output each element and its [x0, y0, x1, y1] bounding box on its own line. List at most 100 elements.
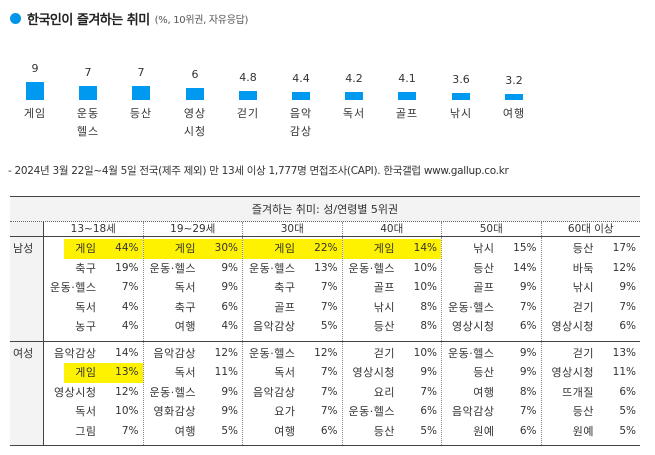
table-cell: 여행 4%	[144, 317, 243, 337]
bar-value: 9	[31, 62, 39, 75]
bar-label: 게임	[8, 105, 62, 123]
bar-label: 운동 헬스	[61, 105, 115, 141]
hobby-name: 등산	[473, 261, 495, 275]
hobby-name: 음악감상	[153, 346, 196, 360]
hobby-percent: 4%	[121, 300, 139, 313]
table-cell: 골프 10%	[343, 278, 442, 298]
hobby-percent: 9%	[519, 366, 537, 378]
hobby-table: 즐겨하는 취미: 성/연령별 5위권 13~18세 19~29세 30대 40대 50대…	[10, 196, 640, 446]
hobby-name: 등산	[572, 242, 594, 255]
row-group-label: 여성	[10, 341, 44, 445]
age-column: 운동·헬스 12% 독서 7% 음악감상 7% 요가 7% 여행 6%	[243, 341, 343, 445]
hobby-percent: 6%	[519, 320, 537, 332]
age-column: 게임 14% 운동·헬스 10% 골프 10% 낚시 8% 등산 8%	[342, 237, 442, 341]
table-cell: 음악감상 7%	[243, 383, 342, 403]
hobby-name: 음악감상	[253, 385, 296, 399]
table-cell: 운동·헬스 9%	[144, 383, 243, 403]
hobby-name: 그림	[75, 424, 97, 438]
table-cell: 운동·헬스 7%	[44, 278, 143, 298]
column-header: 30대	[243, 222, 343, 236]
hobby-percent: 14%	[413, 242, 437, 254]
age-column: 게임 22% 운동·헬스 13% 축구 7% 골프 7% 음악감상 5%	[243, 237, 343, 341]
table-cell: 영상시청 6%	[542, 317, 641, 337]
table-cell: 요리 7%	[343, 383, 442, 403]
hobby-percent: 9%	[519, 281, 537, 293]
hobby-name: 여행	[174, 320, 196, 333]
age-column: 음악감상 14% 게임 13% 영상시청 12% 독서 10% 그림 7%	[44, 341, 144, 445]
hobby-name: 게임	[174, 242, 196, 255]
hobby-percent: 15%	[513, 242, 537, 254]
hobby-percent: 9%	[519, 346, 537, 359]
hobby-name: 골프	[274, 300, 296, 314]
bar-item: 6 영상 시청	[168, 55, 222, 155]
hobby-name: 독서	[174, 281, 196, 294]
table-cell: 등산 17%	[542, 239, 641, 259]
hobby-name: 걷기	[572, 300, 594, 314]
hobby-percent: 10%	[413, 261, 437, 274]
hobby-percent: 7%	[420, 385, 437, 398]
bullet-dot-icon	[10, 12, 21, 24]
hobby-percent: 10%	[413, 346, 437, 359]
hobby-percent: 13%	[314, 261, 338, 274]
hobby-percent: 13%	[115, 366, 139, 378]
bar-label-line1: 등산	[129, 107, 153, 120]
table-cell: 게임 30%	[143, 239, 242, 259]
hobby-percent: 4%	[121, 320, 139, 332]
table-cell: 원예 5%	[542, 422, 641, 442]
bar-label: 영상 시청	[168, 105, 222, 141]
table-cell: 등산 8%	[343, 317, 442, 337]
bar-label-line1: 골프	[395, 107, 419, 120]
table-cell: 영상시청 11%	[542, 363, 641, 383]
age-column: 운동·헬스 9% 등산 9% 여행 8% 음악감상 7% 원예 6%	[442, 341, 542, 445]
column-header: 50대	[442, 222, 542, 236]
hobby-percent: 9%	[420, 366, 437, 378]
bar-label: 낚시	[434, 105, 488, 123]
hobby-percent: 14%	[513, 261, 537, 274]
hobby-name: 축구	[174, 300, 196, 314]
bar-item: 7 등산	[114, 55, 168, 155]
hobby-name: 바둑	[572, 261, 594, 275]
table-cell: 운동·헬스 10%	[343, 259, 442, 279]
table-cell: 그림 7%	[44, 422, 143, 442]
age-column: 낚시 15% 등산 14% 골프 9% 운동·헬스 7% 영상시청 6%	[442, 237, 542, 341]
table-cell: 골프 9%	[442, 278, 541, 298]
hobby-percent: 12%	[214, 346, 238, 359]
table-cell: 낚시 15%	[442, 239, 541, 259]
hobby-percent: 7%	[519, 300, 537, 313]
bar-label-line1: 영상	[183, 107, 207, 120]
chart-title: 한국인이 즐겨하는 취미 (%, 10위권, 자유응답)	[10, 8, 248, 28]
age-column: 걷기 13% 영상시청 11% 뜨개질 6% 등산 5% 원예 5%	[542, 342, 641, 446]
hobby-name: 게임	[373, 242, 395, 255]
hobby-percent: 19%	[115, 261, 139, 274]
hobby-name: 운동·헬스	[448, 300, 495, 314]
table-cell: 축구 6%	[144, 298, 243, 318]
hobby-percent: 7%	[320, 281, 338, 293]
hobby-percent: 5%	[221, 424, 238, 437]
hobby-percent: 11%	[612, 366, 636, 378]
table-cell: 여행 6%	[243, 422, 342, 442]
row-group-label: 남성	[10, 237, 44, 341]
bar-value: 7	[84, 66, 92, 79]
hobby-percent: 13%	[612, 346, 636, 359]
title-main: 한국인이 즐겨하는 취미	[27, 12, 150, 28]
table-cell: 걷기 13%	[542, 344, 641, 364]
table-cell: 축구 19%	[44, 259, 143, 279]
hobby-percent: 5%	[619, 405, 636, 417]
hobby-percent: 7%	[320, 366, 338, 378]
hobby-percent: 14%	[115, 346, 139, 359]
bar-value: 4.8	[239, 71, 257, 84]
table-cell: 운동·헬스 9%	[442, 344, 541, 364]
table-cell: 운동·헬스 12%	[243, 344, 342, 364]
hobby-percent: 10%	[115, 405, 139, 417]
bar-label-line1: 음악	[289, 107, 313, 120]
hobby-name: 영상시청	[352, 366, 395, 379]
bar-rect	[505, 94, 523, 100]
hobby-percent: 5%	[320, 320, 338, 332]
table-cell: 음악감상 12%	[144, 344, 243, 364]
hobby-name: 등산	[572, 405, 594, 418]
hobby-name: 독서	[75, 405, 97, 418]
table-cell: 독서 7%	[243, 363, 342, 383]
hobby-percent: 5%	[619, 424, 636, 437]
bar-label-line2: 헬스	[76, 125, 100, 138]
bar-item: 7 운동 헬스	[61, 55, 115, 155]
